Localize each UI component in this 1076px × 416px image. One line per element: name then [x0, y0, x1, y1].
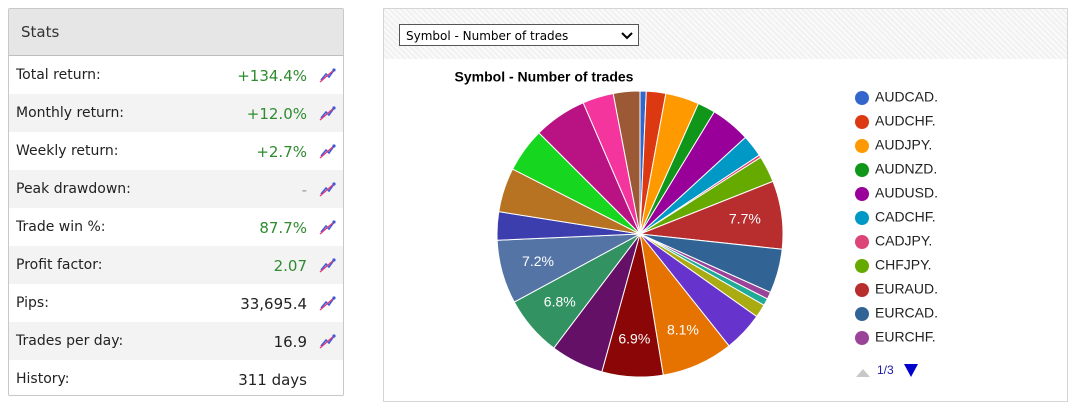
stat-label: Trade win %: — [16, 219, 106, 235]
legend-label: EURCAD. — [875, 305, 938, 321]
legend-marker — [855, 283, 869, 297]
legend-label: CADJPY. — [875, 233, 932, 249]
legend-label: CHFJPY. — [875, 257, 932, 273]
stat-value: 2.07 — [273, 257, 307, 275]
chart-select[interactable]: Symbol - Number of trades — [399, 24, 639, 46]
stat-value: +12.0% — [246, 105, 307, 123]
stat-value: - — [301, 181, 307, 199]
chart-icon[interactable] — [318, 218, 338, 236]
stats-row: Weekly return: +2.7% — [9, 132, 343, 170]
stats-row: Pips: 33,695.4 — [9, 284, 343, 322]
legend-marker — [855, 259, 869, 273]
slice-label: 6.9% — [618, 330, 650, 346]
legend-label: AUDNZD. — [875, 161, 937, 177]
legend-marker — [855, 115, 869, 129]
legend-marker — [855, 163, 869, 177]
chart-icon[interactable] — [318, 332, 338, 350]
stats-panel: Stats Total return: +134.4% Monthly return… — [8, 8, 344, 396]
stats-row: Trade win %: 87.7% — [9, 208, 343, 246]
stat-value: 311 days — [238, 371, 307, 389]
legend-marker — [855, 235, 869, 249]
stat-label: Peak drawdown: — [16, 181, 131, 197]
stat-label: History: — [16, 371, 70, 387]
chart-icon[interactable] — [318, 294, 338, 312]
legend-label: EURCHF. — [875, 329, 936, 345]
chart-icon[interactable] — [318, 142, 338, 160]
legend-marker — [855, 331, 869, 345]
stat-value: 87.7% — [259, 219, 307, 237]
legend-label: AUDCAD. — [875, 89, 938, 105]
legend-marker — [855, 307, 869, 321]
slice-label: 8.1% — [667, 321, 699, 337]
stat-label: Pips: — [16, 295, 49, 311]
chart-title: Symbol - Number of trades — [455, 69, 634, 85]
legend-marker — [855, 139, 869, 153]
chart-icon[interactable] — [318, 66, 338, 84]
stats-row: History: 311 days — [9, 360, 343, 395]
legend-label: AUDJPY. — [875, 137, 932, 153]
stats-row: Profit factor: 2.07 — [9, 246, 343, 284]
stat-label: Trades per day: — [16, 333, 124, 349]
stat-value: 33,695.4 — [240, 295, 307, 313]
legend-label: EURAUD. — [875, 281, 938, 297]
stats-row: Total return: +134.4% — [9, 56, 343, 94]
select-arrow — [621, 32, 633, 40]
pie-slice — [612, 90, 641, 235]
stat-label: Profit factor: — [16, 257, 103, 273]
chart-icon[interactable] — [318, 256, 338, 274]
chart-icon[interactable] — [318, 180, 338, 198]
stat-value: 16.9 — [273, 333, 307, 351]
chart-panel: Symbol - Number of trades Symbol - Numbe… — [383, 8, 1068, 402]
stat-value: +2.7% — [256, 143, 307, 161]
stat-value: +134.4% — [237, 67, 307, 85]
legend-label: AUDCHF. — [875, 113, 936, 129]
stats-row: Peak drawdown: - — [9, 170, 343, 208]
select-text: Symbol - Number of trades — [406, 29, 569, 43]
slice-label: 6.8% — [544, 294, 576, 310]
stat-label: Total return: — [16, 67, 101, 83]
legend-prev[interactable] — [856, 369, 870, 377]
slice-label: 7.2% — [522, 253, 554, 269]
legend-label: CADCHF. — [875, 209, 936, 225]
chart-icon[interactable] — [318, 104, 338, 122]
legend-page: 1/3 — [877, 363, 894, 377]
stat-label: Weekly return: — [16, 143, 119, 159]
legend-marker — [855, 187, 869, 201]
legend-marker — [855, 211, 869, 225]
stat-label: Monthly return: — [16, 105, 125, 121]
slice-label: 7.7% — [729, 210, 761, 226]
legend-label: AUDUSD. — [875, 185, 938, 201]
chart: Symbol - Number of trades 1/3 7.7% 8.1% 6.… — [455, 69, 938, 378]
stats-title: Stats — [9, 9, 343, 56]
stats-row: Trades per day: 16.9 — [9, 322, 343, 360]
legend-next[interactable] — [904, 364, 918, 377]
stats-row: Monthly return: +12.0% — [9, 94, 343, 132]
legend-marker — [855, 91, 869, 105]
